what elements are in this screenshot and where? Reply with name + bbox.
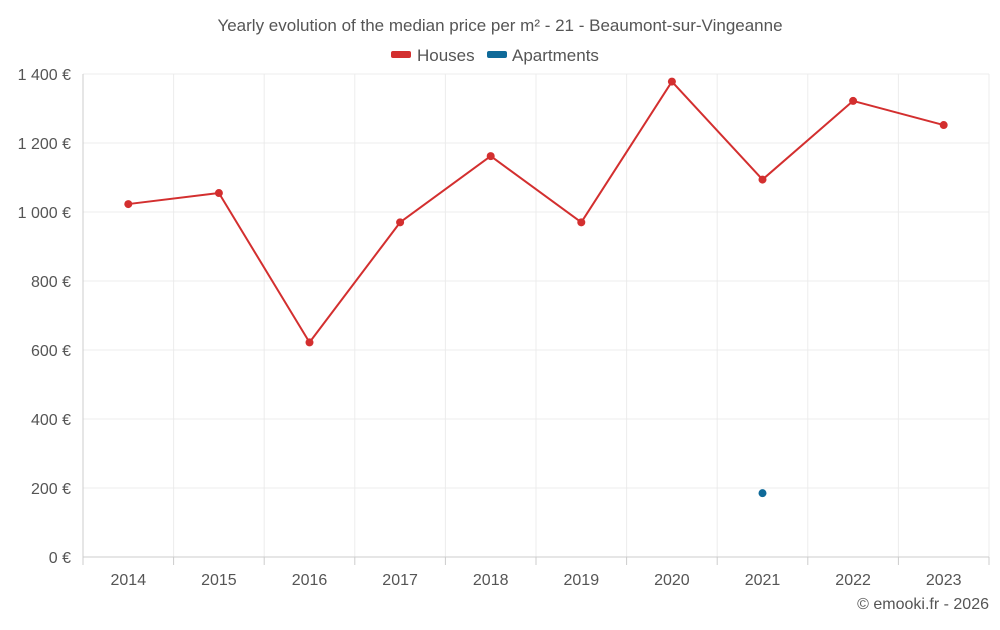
series-line-houses [128,80,944,344]
data-point-houses-2023[interactable] [939,121,948,130]
x-tick-label: 2021 [745,572,781,589]
legend: Houses Apartments [391,46,599,65]
legend-apartments-label: Apartments [512,46,599,65]
y-tick-label: 200 € [31,481,71,498]
data-point-apartments-2021[interactable] [758,489,767,498]
data-point-houses-2022[interactable] [849,96,858,105]
x-tick-label: 2016 [292,572,328,589]
y-tick-label: 1 000 € [18,205,71,222]
x-tick-label: 2018 [473,572,509,589]
data-point-houses-2021[interactable] [758,175,767,184]
data-point-houses-2020[interactable] [667,77,676,86]
data-point-houses-2016[interactable] [305,338,314,347]
data-point-houses-2018[interactable] [486,152,495,161]
x-axis-labels: 2014 2015 2016 2017 2018 2019 2020 2021 2022 2023 [111,572,962,589]
legend-houses-label: Houses [417,46,475,65]
y-tick-label: 0 € [49,550,71,567]
legend-houses-swatch [391,51,411,58]
axis-layer [82,74,990,565]
y-tick-label: 1 200 € [18,136,71,153]
legend-item-apartments[interactable]: Apartments [487,46,599,65]
y-tick-label: 400 € [31,412,71,429]
grid-layer [83,73,990,557]
chart-title: Yearly evolution of the median price per… [217,16,782,35]
credit-text: © emooki.fr - 2026 [857,596,989,613]
x-tick-label: 2023 [926,572,962,589]
y-axis-labels: 0 € 200 € 400 € 600 € 800 € 1 000 € 1 200 € 1 4… [18,67,71,567]
legend-item-houses[interactable]: Houses [391,46,475,65]
legend-apartments-swatch [487,51,507,58]
x-tick-label: 2014 [111,572,147,589]
x-tick-label: 2015 [201,572,237,589]
y-tick-label: 1 400 € [18,67,71,84]
x-tick-label: 2022 [835,572,871,589]
series-layer [124,77,948,498]
y-tick-label: 800 € [31,274,71,291]
x-tick-label: 2020 [654,572,690,589]
x-tick-label: 2017 [382,572,418,589]
data-point-houses-2015[interactable] [214,189,223,198]
data-point-houses-2019[interactable] [577,218,586,227]
y-tick-label: 600 € [31,343,71,360]
data-point-houses-2017[interactable] [396,218,405,227]
x-tick-label: 2019 [564,572,600,589]
data-point-houses-2014[interactable] [124,200,133,209]
